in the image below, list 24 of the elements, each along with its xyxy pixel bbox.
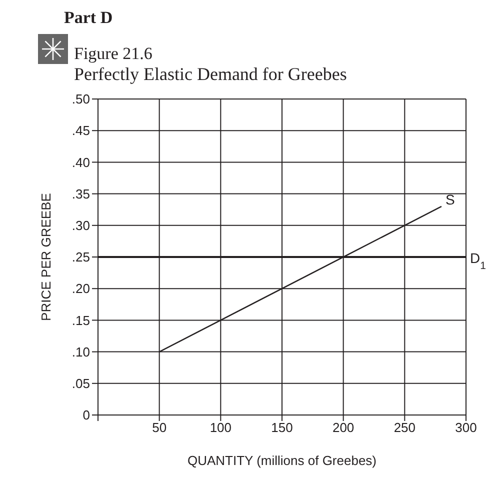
series-label: S xyxy=(445,191,455,208)
y-tick-label: .05 xyxy=(72,376,90,392)
y-tick-label: .35 xyxy=(72,186,90,202)
y-axis-title: PRICE PER GREEBE xyxy=(38,192,54,321)
x-tick-label: 100 xyxy=(210,420,232,436)
x-tick-label: 50 xyxy=(152,420,167,436)
x-tick-label: 300 xyxy=(455,420,477,436)
series-label: D$_{1}$ xyxy=(470,250,486,272)
caption: Figure 21.6 xyxy=(74,44,152,64)
y-tick-label: .20 xyxy=(72,281,90,296)
y-tick-label: .40 xyxy=(72,154,90,170)
y-tick-label: .30 xyxy=(72,218,90,234)
x-tick-label: 200 xyxy=(332,420,354,436)
chart-title: Perfectly Elastic Demand for Greebes xyxy=(74,64,348,85)
x-tick-label: 150 xyxy=(271,420,293,436)
x-axis-title: QUANTITY (millions of Greebes) xyxy=(187,453,377,468)
y-tick-label: .10 xyxy=(72,344,90,360)
y-tick-label: .45 xyxy=(72,123,90,138)
y-tick-label: .15 xyxy=(72,312,90,328)
y-tick-label: 0 xyxy=(82,408,90,423)
y-tick-label: .25 xyxy=(72,250,90,265)
y-tick-label: .50 xyxy=(72,92,90,107)
x-tick-label: 250 xyxy=(394,420,416,436)
text: Part D xyxy=(64,8,114,28)
